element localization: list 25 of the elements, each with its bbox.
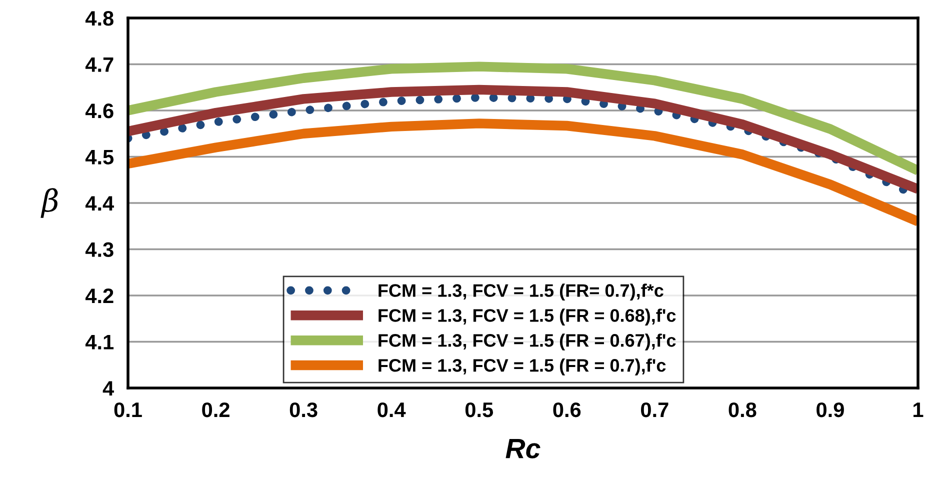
y-axis-title: β [40,188,58,218]
y-tick-label: 4.3 [85,242,114,258]
x-tick-label: 0.2 [202,402,230,418]
legend-label: FCM = 1.3, FCV = 1.5 (FR = 0.7),f'c [378,358,666,376]
x-tick-label: 0.7 [641,402,668,418]
x-tick-label: 0.8 [728,402,756,418]
x-tick-label: 0.4 [378,402,406,418]
legend-label: FCM = 1.3, FCV = 1.5 (FR= 0.7),f*c [378,284,664,300]
x-tick-label: 0.9 [816,402,844,418]
x-tick-label: 0.3 [290,402,318,418]
y-tick-label: 4.7 [85,57,114,72]
legend-label: FCM = 1.3, FCV = 1.5 (FR = 0.68),f'c [378,308,676,326]
y-tick-label: 4 [102,381,114,396]
y-tick-label: 4.5 [85,150,114,165]
x-axis-title: Rc [506,438,540,458]
y-tick-label: 4.8 [85,11,114,26]
y-tick-label: 4.6 [85,104,114,118]
legend-label: FCM = 1.3, FCV = 1.5 (FR = 0.67),f'c [378,334,676,350]
y-tick-label: 4.2 [85,288,114,304]
x-tick-label: 0.5 [465,402,494,418]
y-tick-label: 4.4 [85,196,114,211]
x-tick-label: 0.1 [114,402,142,418]
x-tick-label: 1 [914,402,924,417]
y-tick-label: 4.1 [85,334,114,350]
x-tick-label: 0.6 [553,402,581,418]
